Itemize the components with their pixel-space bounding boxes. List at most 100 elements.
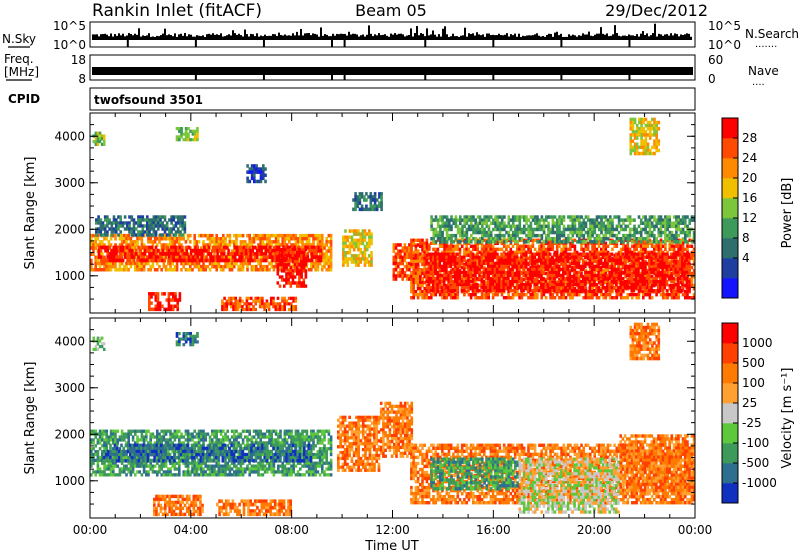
heatmap-cell: [270, 243, 273, 247]
heatmap-cell: [118, 233, 122, 238]
heatmap-cell: [312, 233, 315, 238]
heatmap-cell: [236, 302, 240, 306]
heatmap-cell: [308, 245, 312, 250]
heatmap-cell: [570, 255, 574, 259]
heatmap-cell: [602, 250, 605, 255]
heatmap-cell: [245, 296, 249, 300]
heatmap-cell: [489, 289, 492, 293]
heatmap-cell: [484, 286, 488, 290]
heatmap-cell: [134, 240, 137, 244]
heatmap-cell: [462, 279, 466, 284]
heatmap-cell: [262, 245, 266, 250]
heatmap-cell: [171, 261, 174, 266]
heatmap-cell: [298, 281, 301, 285]
heatmap-cell: [329, 237, 333, 241]
nsky-bar: [248, 36, 250, 40]
heatmap-cell: [586, 244, 590, 248]
heatmap-cell: [506, 282, 510, 287]
nsky-bar: [622, 35, 624, 40]
heatmap-cell: [528, 255, 532, 259]
heatmap-cell: [319, 255, 323, 259]
heatmap-cell: [491, 258, 494, 262]
heatmap-cell: [106, 245, 109, 250]
heatmap-cell: [460, 255, 464, 259]
heatmap-cell: [197, 240, 201, 244]
heatmap-cell: [610, 286, 614, 290]
heatmap-cell: [617, 250, 621, 255]
heatmap-cell: [175, 268, 179, 272]
nsky-bar: [278, 32, 280, 40]
heatmap-cell: [258, 252, 261, 256]
heatmap-cell: [509, 267, 512, 272]
heatmap-cell: [608, 276, 611, 281]
heatmap-cell: [590, 270, 594, 275]
heatmap-cell: [537, 252, 541, 256]
nsky-bar: [690, 36, 692, 40]
heatmap-cell: [465, 282, 468, 287]
heatmap-cell: [235, 240, 238, 244]
heatmap-cell: [310, 258, 314, 263]
heatmap-cell: [283, 266, 286, 270]
heatmap-cell: [528, 258, 532, 262]
heatmap-cell: [522, 265, 526, 270]
heatmap-cell: [544, 247, 548, 252]
heatmap-cell: [505, 244, 508, 248]
heatmap-cell: [648, 293, 652, 297]
heatmap-cell: [310, 245, 314, 250]
nsky-bar: [186, 36, 188, 40]
heatmap-cell: [257, 233, 260, 238]
heatmap-cell: [525, 280, 528, 285]
heatmap-cell: [491, 244, 495, 248]
heatmap-cell: [500, 238, 504, 242]
heatmap-cell: [573, 252, 576, 256]
heatmap-cell: [259, 261, 262, 266]
heatmap-cell: [304, 269, 308, 273]
heatmap-cell: [248, 243, 251, 247]
heatmap-cell: [546, 261, 550, 266]
heatmap-cell: [221, 305, 224, 309]
nsky-bar: [340, 33, 342, 40]
heatmap-cell: [327, 258, 331, 263]
heatmap-cell: [612, 286, 616, 290]
heatmap-cell: [449, 273, 453, 278]
heatmap-cell: [92, 268, 95, 272]
heatmap-cell: [632, 273, 636, 278]
heatmap-cell: [442, 276, 446, 281]
heatmap-cell: [584, 282, 587, 287]
nsky-bar: [284, 34, 286, 40]
heatmap-cell: [517, 270, 521, 275]
heatmap-cell: [313, 248, 316, 253]
heatmap-cell: [410, 262, 413, 267]
nsky-bar: [180, 33, 182, 40]
heatmap-cell: [498, 279, 501, 284]
heatmap-cell: [584, 259, 588, 264]
heatmap-cell: [416, 262, 420, 267]
heatmap-cell: [438, 255, 442, 259]
nsky-bar: [474, 35, 476, 40]
heatmap-cell: [163, 307, 166, 312]
heatmap-cell: [350, 235, 354, 239]
heatmap-cell: [327, 264, 331, 269]
heatmap-cell: [357, 244, 360, 249]
heatmap-cell: [118, 264, 122, 269]
heatmap-cell: [522, 247, 526, 252]
heatmap-cell: [304, 245, 307, 250]
heatmap-cell: [263, 302, 266, 306]
nsky-bar: [664, 34, 666, 40]
heatmap-cell: [623, 261, 627, 266]
heatmap-cell: [600, 265, 603, 270]
heatmap-cell: [342, 247, 345, 252]
heatmap-cell: [285, 263, 288, 267]
nave-tick-top: 60: [708, 53, 723, 67]
heatmap-cell: [173, 240, 177, 244]
heatmap-cell: [569, 290, 572, 294]
heatmap-cell: [178, 237, 181, 241]
heatmap-cell: [441, 277, 444, 282]
heatmap-cell: [487, 286, 490, 290]
heatmap-cell: [215, 237, 218, 241]
heatmap-cell: [301, 243, 304, 247]
nsky-bar: [502, 35, 504, 40]
heatmap-cell: [690, 265, 694, 270]
heatmap-cell: [241, 240, 245, 244]
heatmap-cell: [465, 270, 468, 275]
